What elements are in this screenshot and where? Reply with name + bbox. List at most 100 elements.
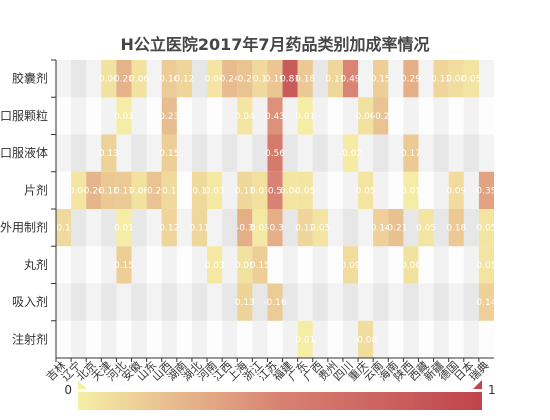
cell-value-label: 0.01 <box>295 335 315 345</box>
cell-value-label: -0.21 <box>384 224 407 234</box>
cell-value-label: 0.15 <box>250 261 270 271</box>
cell-value-label: 0.04 <box>69 186 89 196</box>
cell-value-label: -0.3 <box>236 224 254 234</box>
cell-value-label: 0.12 <box>295 224 315 234</box>
heatmap-cell <box>207 60 223 98</box>
cell-value-label: 0.1 <box>192 186 206 196</box>
y-axis-label: 吸入剂 <box>12 294 48 309</box>
cell-value-label: 0.11 <box>189 224 209 234</box>
cell-value-label: 0.01 <box>401 186 421 196</box>
chart-title: H公立医院2017年7月药品类别加成率情况 <box>120 35 429 54</box>
heatmap-cell <box>161 60 177 98</box>
cell-value-label: 0.01 <box>114 112 134 122</box>
cell-value-label: 0.1 <box>56 224 70 234</box>
cell-value-label: 0.04 <box>280 186 300 196</box>
cell-value-label: 0.11 <box>235 186 255 196</box>
visual-map-min-label: 0 <box>64 383 72 397</box>
heatmap-cell <box>297 60 313 98</box>
cell-value-label: 0.03 <box>250 224 270 234</box>
heatmap-cell <box>342 246 359 284</box>
heatmap-cell <box>116 171 132 209</box>
visual-map-max-label: 1 <box>488 383 496 397</box>
heatmap-cell <box>358 171 374 209</box>
heatmap-cell <box>282 171 298 209</box>
cell-value-label: 0.28 <box>114 75 134 85</box>
cell-value-label: 0.06 <box>401 261 421 271</box>
heatmap-cell <box>267 209 283 247</box>
cell-value-label: 0.06 <box>99 75 119 85</box>
visual-map-bar <box>78 392 482 410</box>
cell-value-label: 0.11 <box>325 75 345 85</box>
cell-value-label: 0.56 <box>265 149 285 159</box>
cell-value-label: 0.03 <box>205 186 225 196</box>
heatmap-cell <box>342 134 359 172</box>
heatmap-cell <box>131 60 147 98</box>
heatmap-cell <box>56 209 72 247</box>
heatmap-cell <box>131 171 147 209</box>
cell-value-label: 0.09 <box>340 261 360 271</box>
heatmap-cell <box>403 246 419 284</box>
cell-value-label: 0.09 <box>446 186 466 196</box>
cell-value-label: 0.17 <box>401 149 421 159</box>
cell-value-label: 0.04 <box>235 112 255 122</box>
heatmap-cell <box>358 97 374 135</box>
y-axis-label: 胶囊剂 <box>12 71 48 86</box>
heatmap-cell <box>161 171 177 209</box>
cell-value-label: 0.16 <box>159 75 179 85</box>
cell-value-label: 0.35 <box>476 186 496 196</box>
cell-value-label: 0.03 <box>205 261 225 271</box>
cell-value-label: 0.18 <box>99 186 119 196</box>
cell-value-label: 0.24 <box>220 75 240 85</box>
cell-value-label: 0.05 <box>310 224 330 234</box>
heatmap-cell <box>191 171 208 209</box>
cell-value-label: 0.06 <box>356 112 376 122</box>
cell-value-label: 0.05 <box>356 186 376 196</box>
cell-value-label: 0.05 <box>416 224 436 234</box>
split-area-column <box>327 60 343 358</box>
heatmap-cell <box>101 134 117 172</box>
cell-value-label: 0.13 <box>99 149 119 159</box>
split-area-column <box>222 60 238 358</box>
split-area-row <box>56 320 494 358</box>
heatmap-cell <box>237 209 253 247</box>
cell-value-label: 0.43 <box>265 112 285 122</box>
cell-value-label: 0.05 <box>295 186 315 196</box>
y-axis-label: 注射剂 <box>12 331 48 346</box>
cell-value-label: 0.18 <box>446 224 466 234</box>
heatmap-cell <box>252 171 268 209</box>
heatmap-cell <box>478 246 494 284</box>
heatmap-cell <box>86 171 102 209</box>
heatmap-cell <box>161 134 177 172</box>
heatmap-cell <box>116 97 132 135</box>
cell-value-label: -0.3 <box>266 224 284 234</box>
heatmap-cell <box>71 171 87 209</box>
heatmap-cell <box>267 171 283 209</box>
heatmap-cell <box>448 209 464 247</box>
cell-value-label: 0.08 <box>446 75 466 85</box>
heatmap-cell <box>312 209 328 247</box>
heatmap-cell <box>478 209 494 247</box>
cell-value-label: 0.81 <box>280 75 300 85</box>
split-area-column <box>176 60 192 358</box>
cell-value-label: 0.15 <box>159 149 179 159</box>
heatmap-cell <box>373 209 389 247</box>
heatmap-cell <box>237 283 253 321</box>
heatmap-cell <box>101 60 117 98</box>
cell-value-label: 0.26 <box>84 186 104 196</box>
cell-value-label: 0.14 <box>476 298 496 308</box>
split-area-column <box>433 60 449 358</box>
cell-value-label: 0.13 <box>235 298 255 308</box>
cell-value-label: -0.2 <box>372 112 390 122</box>
heatmap-cell <box>297 171 313 209</box>
cell-value-label: 0.19 <box>265 75 285 85</box>
heatmap-cell <box>207 246 223 284</box>
cell-value-label: 0.2 <box>147 186 161 196</box>
cell-value-label: 0.5 <box>268 186 282 196</box>
cell-value-label: 0.04 <box>205 75 225 85</box>
heatmap-cell <box>237 60 253 98</box>
heatmap-cell <box>403 171 419 209</box>
heatmap-cell <box>101 171 117 209</box>
heatmap-cell <box>176 60 192 98</box>
heatmap-cell <box>222 60 238 98</box>
